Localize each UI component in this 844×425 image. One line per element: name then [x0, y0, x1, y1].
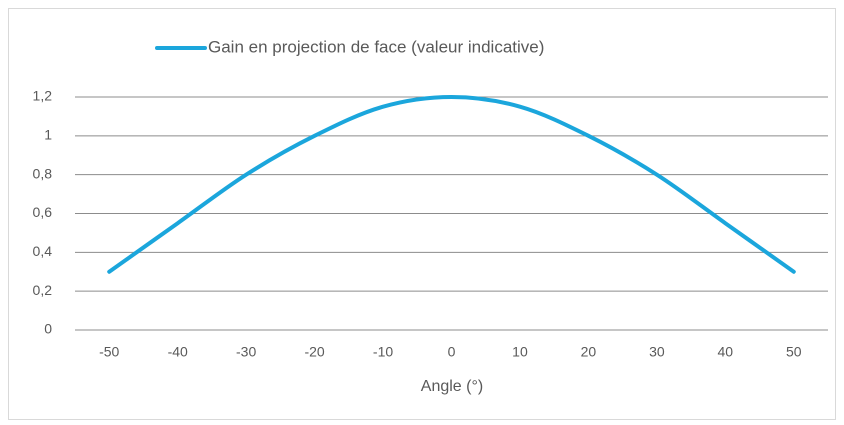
- x-tick-label: 20: [581, 344, 597, 360]
- y-tick-label: 0,2: [33, 282, 53, 298]
- series-line: [107, 94, 796, 274]
- x-tick-label: -40: [168, 344, 188, 360]
- y-tick-label: 0: [44, 321, 52, 337]
- x-tick-label: 40: [718, 344, 734, 360]
- x-tick-label: -30: [236, 344, 256, 360]
- x-tick-label: -50: [99, 344, 119, 360]
- y-tick-label: 0,4: [33, 243, 53, 259]
- x-tick-label: -10: [373, 344, 393, 360]
- x-tick-label: 10: [512, 344, 528, 360]
- x-tick-label: 30: [649, 344, 665, 360]
- y-tick-label: 1,2: [33, 88, 53, 104]
- x-tick-label: 50: [786, 344, 802, 360]
- y-tick-label: 1: [44, 127, 52, 143]
- x-axis-title: Angle (°): [421, 378, 483, 395]
- x-tick-label: 0: [448, 344, 456, 360]
- legend-label: Gain en projection de face (valeur indic…: [208, 37, 544, 56]
- y-tick-label: 0,6: [33, 204, 53, 220]
- y-tick-label: 0,8: [33, 165, 53, 181]
- x-tick-label: -20: [304, 344, 324, 360]
